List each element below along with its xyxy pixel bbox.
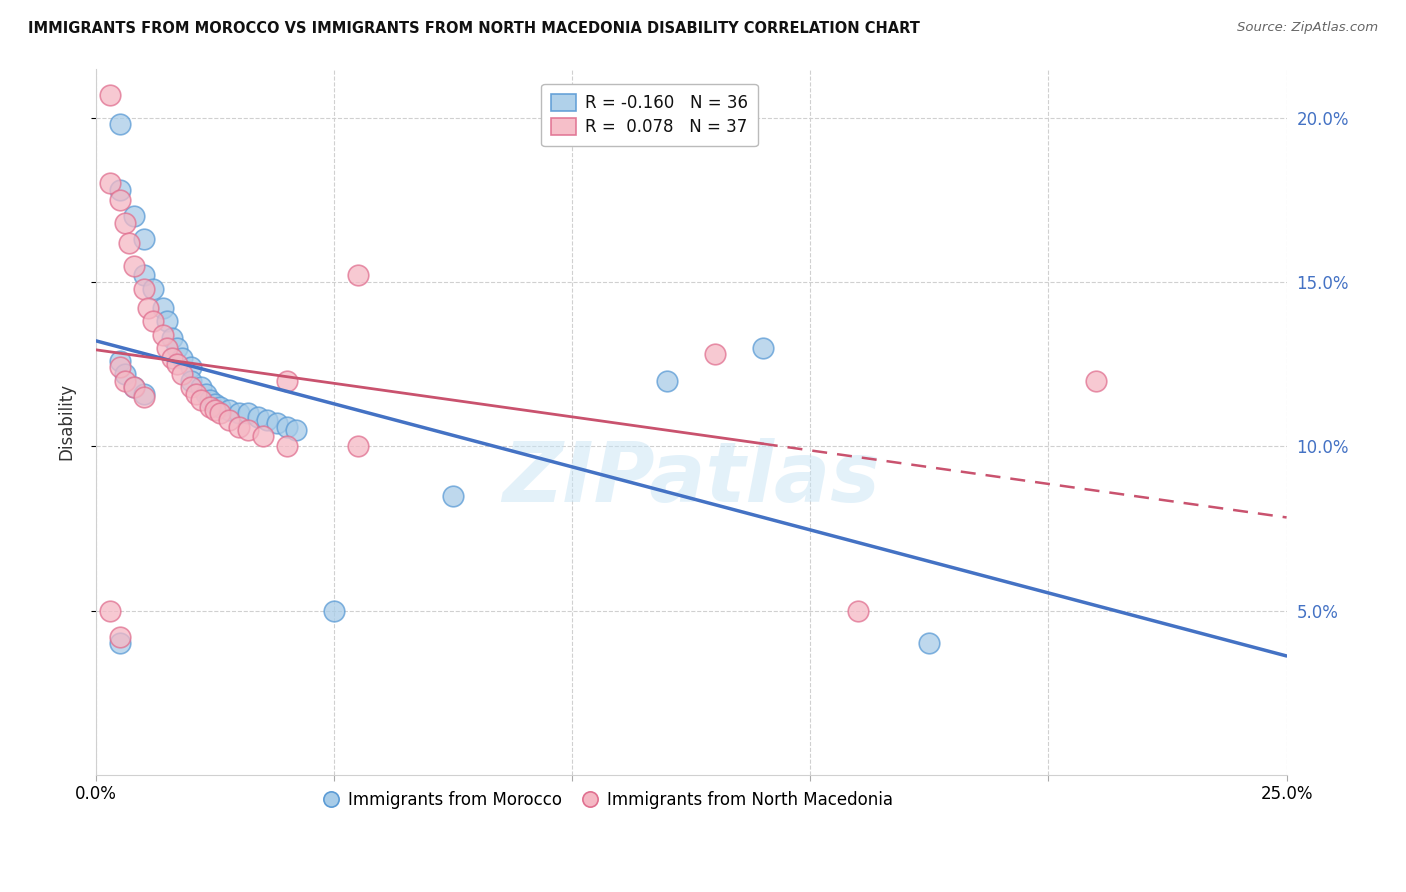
Point — [347, 268, 370, 283]
Point — [142, 314, 165, 328]
Point — [132, 386, 155, 401]
Point — [204, 396, 226, 410]
Point — [108, 183, 131, 197]
Point — [132, 268, 155, 283]
Point — [108, 354, 131, 368]
Point — [114, 374, 136, 388]
Point — [238, 407, 260, 421]
Point — [218, 413, 240, 427]
Point — [156, 314, 179, 328]
Point — [122, 380, 145, 394]
Point — [704, 347, 727, 361]
Point — [218, 403, 240, 417]
Point — [190, 393, 212, 408]
Point — [657, 374, 679, 388]
Point — [238, 423, 260, 437]
Point — [138, 301, 160, 316]
Point — [228, 407, 250, 421]
Point — [846, 603, 869, 617]
Point — [108, 360, 131, 375]
Point — [276, 419, 298, 434]
Point — [132, 232, 155, 246]
Point — [256, 413, 278, 427]
Point — [170, 367, 193, 381]
Point — [347, 439, 370, 453]
Text: Source: ZipAtlas.com: Source: ZipAtlas.com — [1237, 21, 1378, 35]
Point — [184, 386, 207, 401]
Point — [180, 380, 202, 394]
Point — [108, 630, 131, 644]
Point — [118, 235, 141, 250]
Point — [132, 390, 155, 404]
Point — [266, 417, 288, 431]
Text: IMMIGRANTS FROM MOROCCO VS IMMIGRANTS FROM NORTH MACEDONIA DISABILITY CORRELATIO: IMMIGRANTS FROM MOROCCO VS IMMIGRANTS FR… — [28, 21, 920, 37]
Point — [180, 374, 202, 388]
Point — [918, 636, 941, 650]
Point — [160, 331, 183, 345]
Point — [200, 400, 222, 414]
Point — [108, 636, 131, 650]
Text: ZIPatlas: ZIPatlas — [502, 438, 880, 518]
Point — [190, 380, 212, 394]
Point — [441, 489, 464, 503]
Point — [132, 282, 155, 296]
Point — [246, 409, 269, 424]
Point — [170, 351, 193, 365]
Legend: Immigrants from Morocco, Immigrants from North Macedonia: Immigrants from Morocco, Immigrants from… — [316, 785, 900, 816]
Point — [114, 367, 136, 381]
Point — [228, 419, 250, 434]
Point — [108, 117, 131, 131]
Point — [200, 393, 222, 408]
Point — [122, 259, 145, 273]
Point — [180, 360, 202, 375]
Point — [142, 282, 165, 296]
Point — [160, 351, 183, 365]
Point — [108, 193, 131, 207]
Point — [194, 386, 217, 401]
Point — [152, 327, 174, 342]
Point — [276, 439, 298, 453]
Point — [98, 87, 121, 102]
Point — [252, 429, 274, 443]
Point — [208, 407, 231, 421]
Point — [152, 301, 174, 316]
Point — [98, 177, 121, 191]
Y-axis label: Disability: Disability — [58, 383, 75, 460]
Point — [276, 374, 298, 388]
Point — [166, 357, 188, 371]
Point — [122, 210, 145, 224]
Point — [166, 341, 188, 355]
Point — [122, 380, 145, 394]
Point — [204, 403, 226, 417]
Point — [156, 341, 179, 355]
Point — [323, 603, 346, 617]
Point — [285, 423, 308, 437]
Point — [1085, 374, 1108, 388]
Point — [98, 603, 121, 617]
Point — [208, 400, 231, 414]
Point — [114, 216, 136, 230]
Point — [751, 341, 773, 355]
